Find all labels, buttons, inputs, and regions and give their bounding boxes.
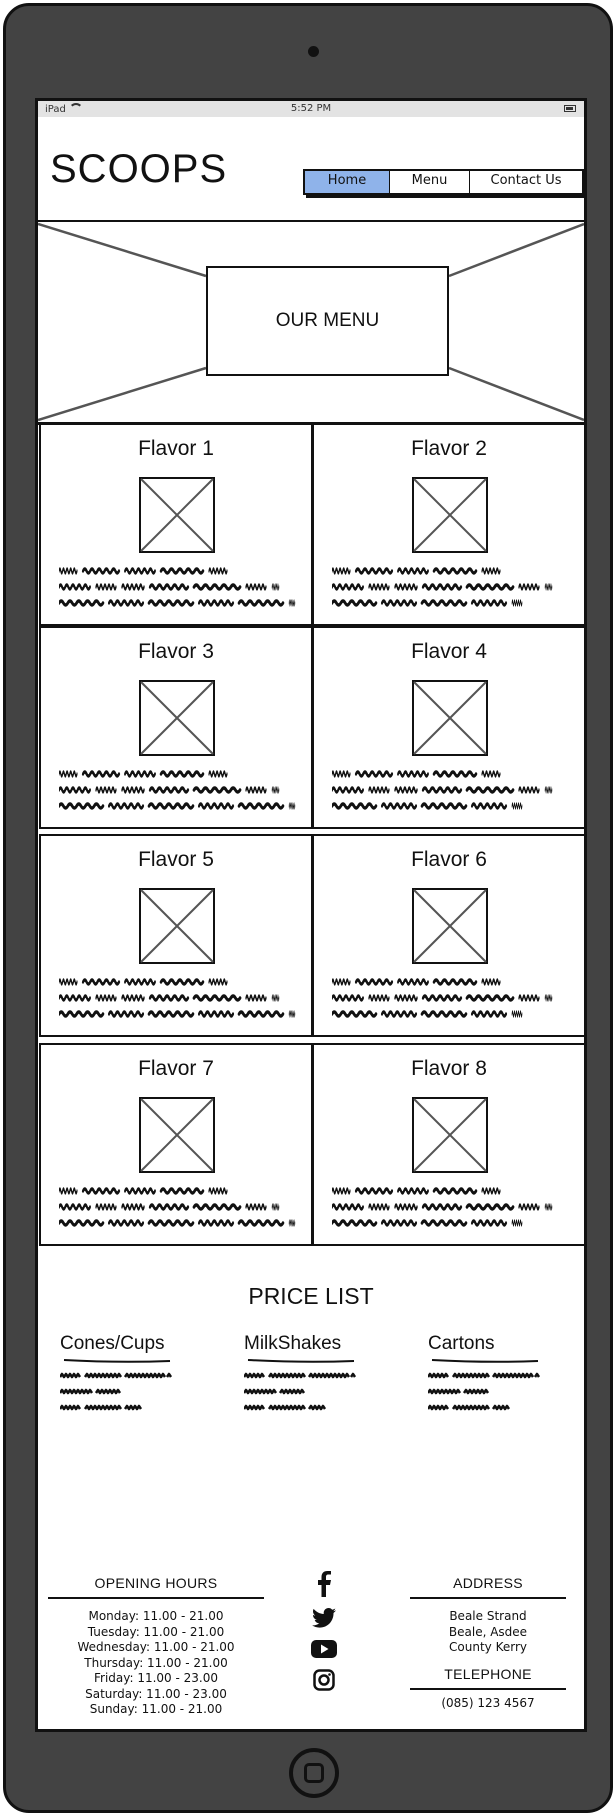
status-bar: iPad 5:52 PM <box>38 101 584 117</box>
nav-menu[interactable]: Menu <box>390 171 470 193</box>
hero-image-placeholder: OUR MENU <box>38 222 584 425</box>
divider <box>48 1597 264 1599</box>
youtube-icon[interactable] <box>311 1639 337 1659</box>
flavor-title: Flavor 6 <box>411 848 487 871</box>
wifi-icon <box>68 103 83 111</box>
flavor-image-placeholder <box>139 888 215 964</box>
nav-contact-us[interactable]: Contact Us <box>490 173 562 188</box>
flavor-image-placeholder <box>412 680 488 756</box>
flavor-description <box>332 1187 553 1227</box>
price-column-title: Cones/Cups <box>60 1333 165 1354</box>
divider <box>410 1597 566 1599</box>
flavor-card[interactable]: Flavor 2 <box>312 423 584 626</box>
hours-friday: Friday: 11.00 - 23.00 <box>93 1671 219 1685</box>
flavor-title: Flavor 5 <box>138 848 214 871</box>
flavor-card[interactable]: Flavor 3 <box>39 626 313 829</box>
flavor-title: Flavor 1 <box>138 437 214 460</box>
price-column-milkshakes: MilkShakes <box>244 1333 394 1415</box>
logo[interactable]: SCOOPS <box>50 147 228 191</box>
opening-hours-title: OPENING HOURS <box>94 1575 218 1591</box>
opening-hours: OPENING HOURS Monday: 11.00 - 21.00 Tues… <box>48 1575 264 1718</box>
hours-monday: Monday: 11.00 - 21.00 <box>88 1609 224 1623</box>
flavor-card[interactable]: Flavor 4 <box>312 626 584 829</box>
social-links <box>308 1571 340 1701</box>
hours-list: Monday: 11.00 - 21.00 Tuesday: 11.00 - 2… <box>48 1609 264 1718</box>
divider <box>410 1687 566 1690</box>
price-column-title: Cartons <box>428 1333 495 1354</box>
flavor-image-placeholder <box>412 477 488 553</box>
address-line: County Kerry <box>449 1640 527 1654</box>
flavor-card[interactable]: Flavor 7 <box>39 1043 313 1246</box>
telephone-number[interactable]: (085) 123 4567 <box>441 1695 535 1710</box>
price-column-content <box>60 1359 173 1411</box>
flavor-title: Flavor 3 <box>138 640 214 663</box>
address-lines: Beale Strand Beale, Asdee County Kerry <box>410 1609 566 1656</box>
hours-thursday: Thursday: 11.00 - 21.00 <box>84 1655 228 1670</box>
site-footer: OPENING HOURS Monday: 11.00 - 21.00 Tues… <box>38 1551 584 1729</box>
flavor-card[interactable]: Flavor 8 <box>312 1043 584 1246</box>
flavor-image-placeholder <box>139 1097 215 1173</box>
flavor-title: Flavor 8 <box>411 1057 487 1080</box>
nav-bar: Home Menu Contact Us <box>303 169 584 195</box>
flavor-description <box>59 770 296 810</box>
flavor-description <box>332 567 553 607</box>
device-label: iPad <box>45 104 66 115</box>
flavor-description <box>332 770 553 810</box>
flavor-image-placeholder <box>412 1097 488 1173</box>
hours-tuesday: Tuesday: 11.00 - 21.00 <box>87 1624 225 1639</box>
twitter-icon[interactable] <box>312 1607 336 1629</box>
flavor-card[interactable]: Flavor 5 <box>39 834 313 1037</box>
price-column-content <box>244 1359 357 1411</box>
site-header: SCOOPS Home Menu Contact Us <box>38 117 584 222</box>
screen: iPad 5:52 PM SCOOPS Home Menu Contact Us… <box>35 98 587 1732</box>
price-column-cones: Cones/Cups <box>60 1333 210 1415</box>
home-button[interactable] <box>289 1748 339 1798</box>
address-line: Beale, Asdee <box>448 1624 528 1639</box>
flavor-title: Flavor 4 <box>411 640 487 663</box>
price-column-content <box>428 1359 541 1411</box>
flavor-card[interactable]: Flavor 6 <box>312 834 584 1037</box>
flavor-description <box>59 978 296 1018</box>
flavor-description <box>59 1187 296 1227</box>
flavor-image-placeholder <box>139 680 215 756</box>
nav-home[interactable]: Home <box>305 171 390 193</box>
price-list-section: PRICE LIST Cones/Cups MilkShakes Cartons <box>38 1255 584 1515</box>
flavor-image-placeholder <box>412 888 488 964</box>
price-column-title: MilkShakes <box>244 1333 342 1354</box>
flavor-card[interactable]: Flavor 1 <box>39 423 313 626</box>
flavor-image-placeholder <box>139 477 215 553</box>
flavor-title: Flavor 7 <box>138 1057 214 1080</box>
telephone-title: TELEPHONE <box>444 1665 532 1682</box>
price-column-cartons: Cartons <box>428 1333 578 1415</box>
hero-placeholder-lines <box>38 222 584 422</box>
price-list-title: PRICE LIST <box>248 1283 374 1309</box>
status-time: 5:52 PM <box>290 103 332 114</box>
hero-title: OUR MENU <box>206 266 449 376</box>
camera-icon <box>308 46 319 57</box>
flavor-description <box>59 567 296 607</box>
hours-wednesday: Wednesday: 11.00 - 21.00 <box>77 1640 235 1654</box>
hours-saturday: Saturday: 11.00 - 23.00 <box>85 1686 227 1701</box>
hours-sunday: Sunday: 11.00 - 21.00 <box>89 1702 223 1716</box>
flavor-title: Flavor 2 <box>411 437 487 460</box>
facebook-icon[interactable] <box>316 1571 332 1597</box>
address-title: ADDRESS <box>453 1575 523 1591</box>
battery-icon <box>564 105 576 112</box>
address-line: Beale Strand <box>449 1609 527 1623</box>
ipad-frame: iPad 5:52 PM SCOOPS Home Menu Contact Us… <box>3 3 613 1813</box>
address-block: ADDRESS Beale Strand Beale, Asdee County… <box>410 1575 566 1711</box>
flavor-description <box>332 978 553 1018</box>
instagram-icon[interactable] <box>313 1669 335 1691</box>
